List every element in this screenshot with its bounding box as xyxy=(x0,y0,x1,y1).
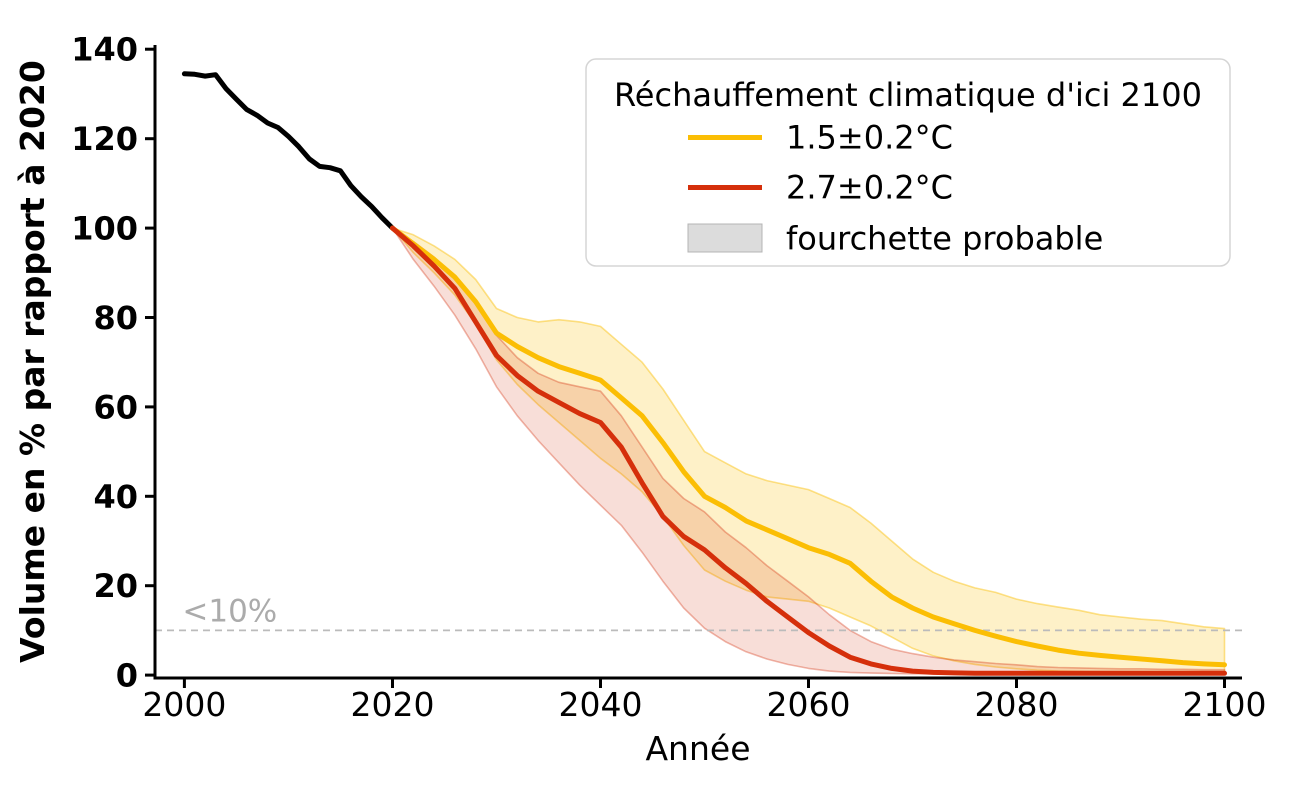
threshold-label: <10% xyxy=(182,593,277,629)
y-tick-label-80: 80 xyxy=(93,299,138,337)
legend-title: Réchauffement climatique d'ici 2100 xyxy=(614,76,1202,114)
series-line-rechauffement-2.7C xyxy=(390,225,1227,676)
x-tick-label-2080: 2080 xyxy=(975,685,1059,724)
legend-patch-probable-range xyxy=(687,223,763,253)
legend-label-1.5C: 1.5±0.2°C xyxy=(786,119,953,157)
y-tick-label-120: 120 xyxy=(71,120,138,158)
legend-box xyxy=(585,58,1231,267)
y-axis-label: Volume en % par rapport à 2020 xyxy=(13,60,52,663)
y-tick-label-140: 140 xyxy=(71,31,138,69)
rechauffement-1.5C-band xyxy=(391,227,1226,675)
y-tick-label-100: 100 xyxy=(71,210,138,248)
x-axis-label: Année xyxy=(645,729,750,768)
y-tick-label-60: 60 xyxy=(93,388,138,426)
series-line-rechauffement-1.5C xyxy=(390,225,1227,668)
y-tick-label-20: 20 xyxy=(93,567,138,605)
series-lines xyxy=(181,71,1227,676)
x-tick-label-2020: 2020 xyxy=(351,685,435,724)
legend: Réchauffement climatique d'ici 2100 1.5±… xyxy=(585,58,1231,267)
x-tick-label-2000: 2000 xyxy=(142,685,226,724)
rechauffement-2.7C-band xyxy=(391,227,1226,675)
series-line-historique xyxy=(181,71,395,231)
legend-label-2.7C: 2.7±0.2°C xyxy=(786,169,953,207)
x-tick-label-2040: 2040 xyxy=(559,685,643,724)
legend-label-probable-range: fourchette probable xyxy=(786,220,1103,258)
confidence-bands xyxy=(391,227,1226,675)
x-tick-label-2100: 2100 xyxy=(1183,685,1267,724)
x-tick-label-2060: 2060 xyxy=(767,685,851,724)
y-tick-label-0: 0 xyxy=(116,657,138,695)
axes-ticks: 2000 2020 2040 2060 2080 21000204060801001201… xyxy=(71,31,1266,724)
y-tick-label-40: 40 xyxy=(93,478,138,516)
threshold-group: <10% xyxy=(155,593,1242,632)
